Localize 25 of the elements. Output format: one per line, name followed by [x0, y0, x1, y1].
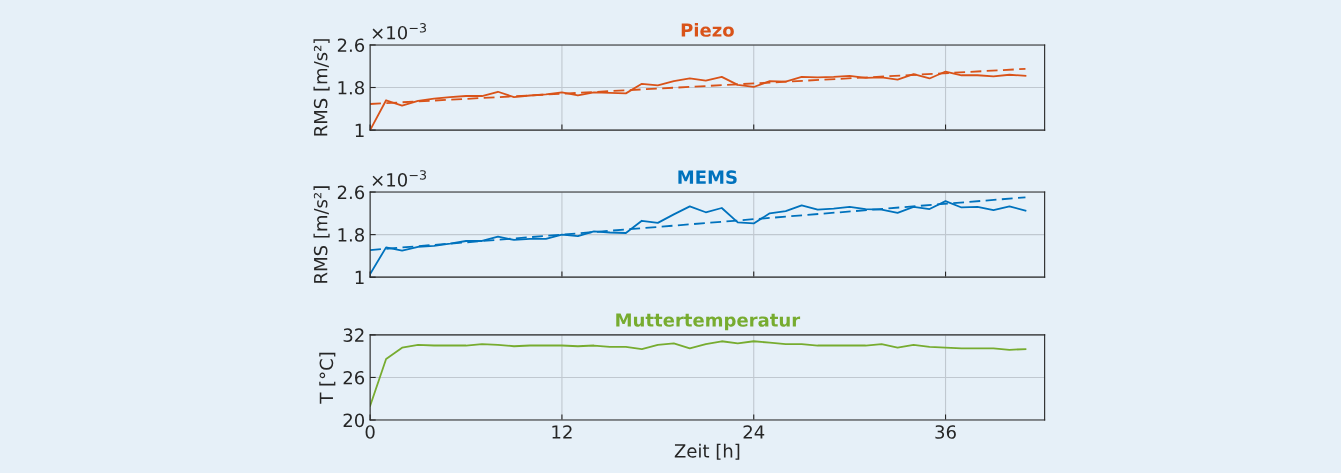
line-series [370, 340, 1027, 407]
x-tick-label: 24 [743, 425, 765, 439]
x-tick-label: 0 [365, 425, 375, 439]
x-axis-title: Zeit [h] [674, 443, 740, 460]
y-tick-label: 1.8 [338, 228, 365, 242]
text: ×10$^{−3}$ [372, 23, 427, 40]
x-tick-label: 12 [552, 425, 572, 439]
line-series [370, 70, 1027, 131]
y-tick-label: 2.6 [337, 38, 365, 53]
y-tick-label: 20 [343, 413, 365, 428]
y-tick-label: 1 [355, 123, 364, 137]
y-axis-title: RMS [m/s²] [313, 186, 330, 283]
y-axis-title: RMS [m/s²] [313, 39, 330, 136]
y-tick-label: 2.6 [337, 185, 365, 200]
y-tick-label: 1.8 [338, 80, 365, 95]
chart-title: Piezo [681, 22, 734, 37]
y-tick-label: 32 [343, 328, 364, 342]
y-tick-label: 26 [343, 370, 365, 385]
y-axis-title: T [°C] [319, 352, 336, 404]
x-tick-label: 36 [935, 425, 956, 439]
line-series [370, 200, 1027, 275]
text: ×10$^{−3}$ [372, 170, 427, 187]
chart-title: Muttertemperatur [616, 313, 801, 331]
y-tick-label: 1 [355, 270, 364, 285]
chart-title: MEMS [678, 170, 737, 184]
